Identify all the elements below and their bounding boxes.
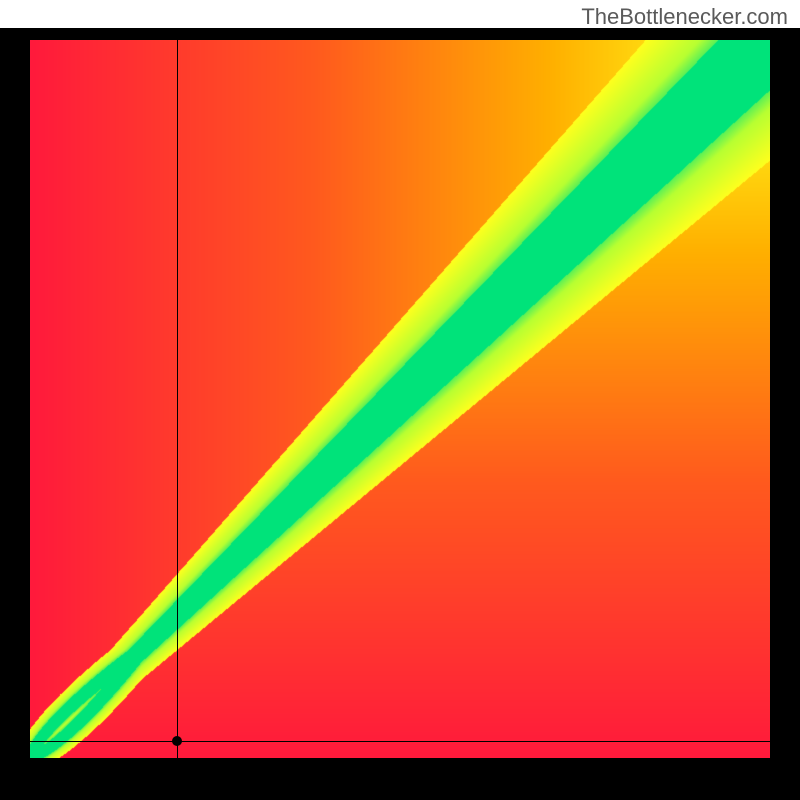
- crosshair-vertical: [177, 40, 178, 758]
- heatmap-canvas: [30, 40, 770, 758]
- watermark-label: TheBottlenecker.com: [581, 4, 788, 30]
- chart-frame: [0, 28, 800, 800]
- crosshair-horizontal: [30, 741, 770, 742]
- heatmap-plot: [30, 40, 770, 758]
- crosshair-marker: [172, 736, 182, 746]
